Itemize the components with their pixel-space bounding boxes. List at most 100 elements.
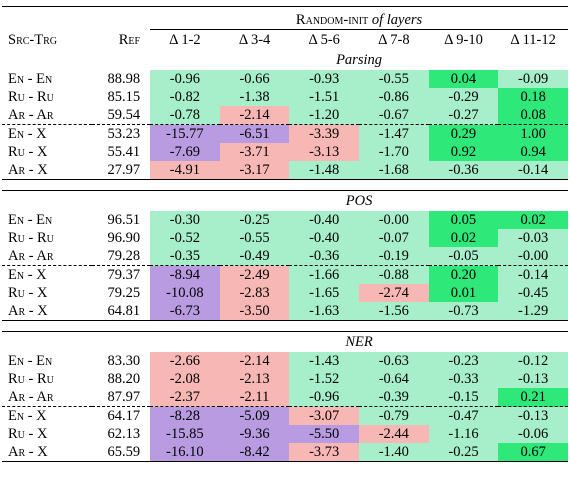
delta-cell: 0.08 — [498, 106, 568, 125]
delta-3-4-header: Δ 3-4 — [238, 32, 271, 48]
delta-cell: -8.94 — [150, 265, 220, 284]
delta-cell: -5.09 — [219, 406, 290, 425]
delta-cell: -2.83 — [219, 284, 290, 302]
delta-cell: -1.16 — [428, 425, 499, 443]
src-trg-cell: Ru - Ru — [8, 230, 54, 246]
delta-cell: 0.04 — [428, 70, 499, 88]
section-spacer — [2, 321, 568, 332]
delta-cell: 0.29 — [428, 124, 499, 143]
delta-cell: -0.30 — [150, 211, 220, 229]
section-title-row: Parsing — [2, 50, 568, 70]
src-trg-cell: En - X — [2, 406, 93, 425]
delta-cell: -0.64 — [359, 370, 429, 388]
delta-9-10-header: Δ 9-10 — [444, 32, 483, 48]
delta-5-6-header: Δ 5-6 — [308, 32, 340, 48]
delta-cell: -2.14 — [219, 106, 290, 125]
src-trg-cell: Ar - Ar — [8, 107, 54, 123]
table-row: En - X 53.23 -15.77 -6.51 -3.39 -1.47 0.29 1.00 — [2, 124, 568, 143]
delta-cell: -15.77 — [150, 124, 220, 143]
ref-cell: 64.81 — [92, 302, 151, 321]
ref-cell: 64.17 — [92, 406, 151, 425]
delta-cell: -0.39 — [359, 388, 429, 407]
delta-cell: -0.66 — [219, 70, 290, 88]
delta-cell: -0.00 — [498, 247, 568, 266]
src-trg-cell: Ru - X — [8, 426, 48, 442]
delta-cell: -0.49 — [219, 247, 290, 266]
table-row: Ru - Ru 88.20 -2.08 -2.13 -1.52 -0.64 -0.33 -0.… — [2, 370, 568, 388]
delta-cell: -2.37 — [150, 388, 220, 407]
src-trg-cell: Ru - Ru — [8, 371, 54, 387]
delta-cell: -0.52 — [150, 229, 220, 247]
delta-cell: -3.13 — [289, 143, 360, 161]
delta-cell: -0.67 — [359, 106, 429, 125]
delta-cell: -0.27 — [428, 106, 499, 125]
delta-cell: -4.91 — [150, 161, 220, 180]
results-table-container: Random-init of layers Src-Trg Ref Δ 1-2 … — [2, 6, 568, 462]
delta-cell: -0.36 — [289, 247, 360, 266]
table-row: En - En 88.98 -0.96 -0.66 -0.93 -0.55 0.04 -0.0… — [2, 70, 568, 88]
delta-cell: -0.96 — [150, 70, 220, 88]
src-trg-cell: Ar - Ar — [8, 248, 54, 264]
delta-cell: -16.10 — [150, 443, 220, 462]
delta-cell: -0.33 — [428, 370, 499, 388]
delta-cell: -0.40 — [289, 229, 360, 247]
delta-cell: -1.29 — [498, 302, 568, 321]
delta-cell: -3.73 — [289, 443, 360, 462]
delta-cell: -0.25 — [428, 443, 499, 462]
ref-cell: 79.37 — [92, 265, 151, 284]
src-trg-cell: En - En — [8, 212, 53, 228]
ref-cell: 87.97 — [107, 389, 141, 405]
delta-cell: -0.36 — [428, 161, 499, 180]
src-trg-header: Src-Trg — [8, 31, 57, 48]
delta-cell: -0.88 — [359, 265, 429, 284]
table-row: Ru - X 79.25 -10.08 -2.83 -1.65 -2.74 0.01 -0.4… — [2, 284, 568, 302]
delta-cell: -0.13 — [498, 370, 568, 388]
delta-cell: -1.40 — [359, 443, 429, 462]
delta-cell: -0.05 — [428, 247, 499, 266]
src-trg-cell: Ru - X — [8, 144, 48, 160]
delta-cell: -0.29 — [428, 88, 499, 106]
delta-cell: -1.47 — [359, 124, 429, 143]
src-trg-cell: En - En — [8, 353, 53, 369]
random-init-header: Random-init of layers — [150, 11, 568, 30]
delta-cell: -0.23 — [428, 352, 499, 370]
delta-cell: 0.92 — [428, 143, 499, 161]
delta-cell: 0.02 — [428, 229, 499, 247]
delta-cell: -0.35 — [150, 247, 220, 266]
delta-cell: 0.21 — [498, 388, 568, 407]
delta-cell: -0.00 — [359, 211, 429, 229]
src-trg-cell: Ru - Ru — [8, 89, 54, 105]
delta-cell: -2.13 — [219, 370, 290, 388]
src-trg-cell: En - X — [2, 124, 93, 143]
src-trg-cell: Ru - X — [8, 285, 48, 301]
delta-cell: -3.39 — [289, 124, 360, 143]
delta-cell: -2.44 — [359, 425, 429, 443]
delta-cell: -0.79 — [359, 406, 429, 425]
delta-cell: -2.49 — [219, 265, 290, 284]
delta-cell: -0.19 — [359, 247, 429, 266]
delta-cell: 0.20 — [428, 265, 499, 284]
section-spacer — [2, 180, 568, 191]
delta-cell: -3.07 — [289, 406, 360, 425]
table-row: Ru - Ru 96.90 -0.52 -0.55 -0.40 -0.07 0.02 -0.0… — [2, 229, 568, 247]
delta-cell: -0.47 — [428, 406, 499, 425]
ref-cell: 96.90 — [107, 230, 141, 246]
delta-cell: -10.08 — [150, 284, 220, 302]
table-row: Ar - Ar 59.54 -0.78 -2.14 -1.20 -0.67 -0.27 0.0… — [2, 106, 568, 125]
delta-cell: -2.74 — [359, 284, 429, 302]
ref-cell: 88.20 — [107, 371, 141, 387]
ref-cell: 55.41 — [107, 144, 141, 160]
section-title: POS — [150, 190, 568, 211]
delta-cell: -2.14 — [219, 352, 290, 370]
ref-cell: 27.97 — [92, 161, 151, 180]
ref-cell: 79.25 — [107, 285, 141, 301]
delta-cell: -0.86 — [359, 88, 429, 106]
delta-1-2-header: Δ 1-2 — [169, 32, 201, 48]
delta-cell: -0.93 — [289, 70, 360, 88]
delta-cell: -0.40 — [289, 211, 360, 229]
ref-cell: 85.15 — [107, 89, 141, 105]
delta-cell: -0.96 — [289, 388, 360, 407]
delta-cell: -9.36 — [219, 425, 290, 443]
table-row: Ru - X 62.13 -15.85 -9.36 -5.50 -2.44 -1.16 -0.… — [2, 425, 568, 443]
table-row: En - X 79.37 -8.94 -2.49 -1.66 -0.88 0.20 -0.14 — [2, 265, 568, 284]
